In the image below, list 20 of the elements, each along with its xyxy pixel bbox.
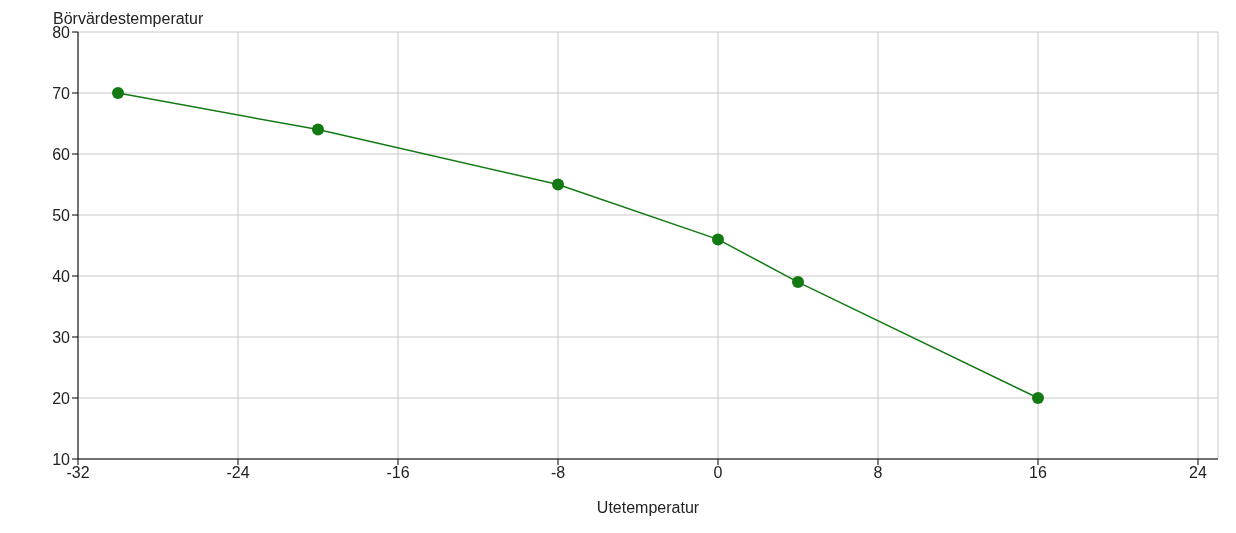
- point: [792, 276, 804, 289]
- x-tick-label: 0: [713, 464, 723, 482]
- y-tick-label: 70: [52, 84, 71, 102]
- x-tick-label: 8: [873, 464, 883, 482]
- y-tick-label: 20: [52, 389, 71, 407]
- x-tick-label: -8: [550, 464, 566, 482]
- x-tick-label: -16: [386, 464, 410, 482]
- point: [712, 233, 724, 246]
- point: [312, 123, 324, 136]
- x-tick-label: 24: [1189, 464, 1207, 482]
- point: [1032, 392, 1044, 404]
- point: [112, 87, 124, 99]
- y-tick-label: 30: [52, 328, 71, 346]
- point: [552, 178, 564, 191]
- x-axis-title: Utetemperatur: [596, 499, 700, 516]
- y-tick-label: 60: [52, 145, 71, 163]
- x-tick-label: -24: [226, 464, 250, 482]
- x-tick-label: 16: [1029, 464, 1047, 482]
- y-tick-label: 40: [52, 267, 71, 285]
- y-tick-label: 50: [52, 206, 71, 224]
